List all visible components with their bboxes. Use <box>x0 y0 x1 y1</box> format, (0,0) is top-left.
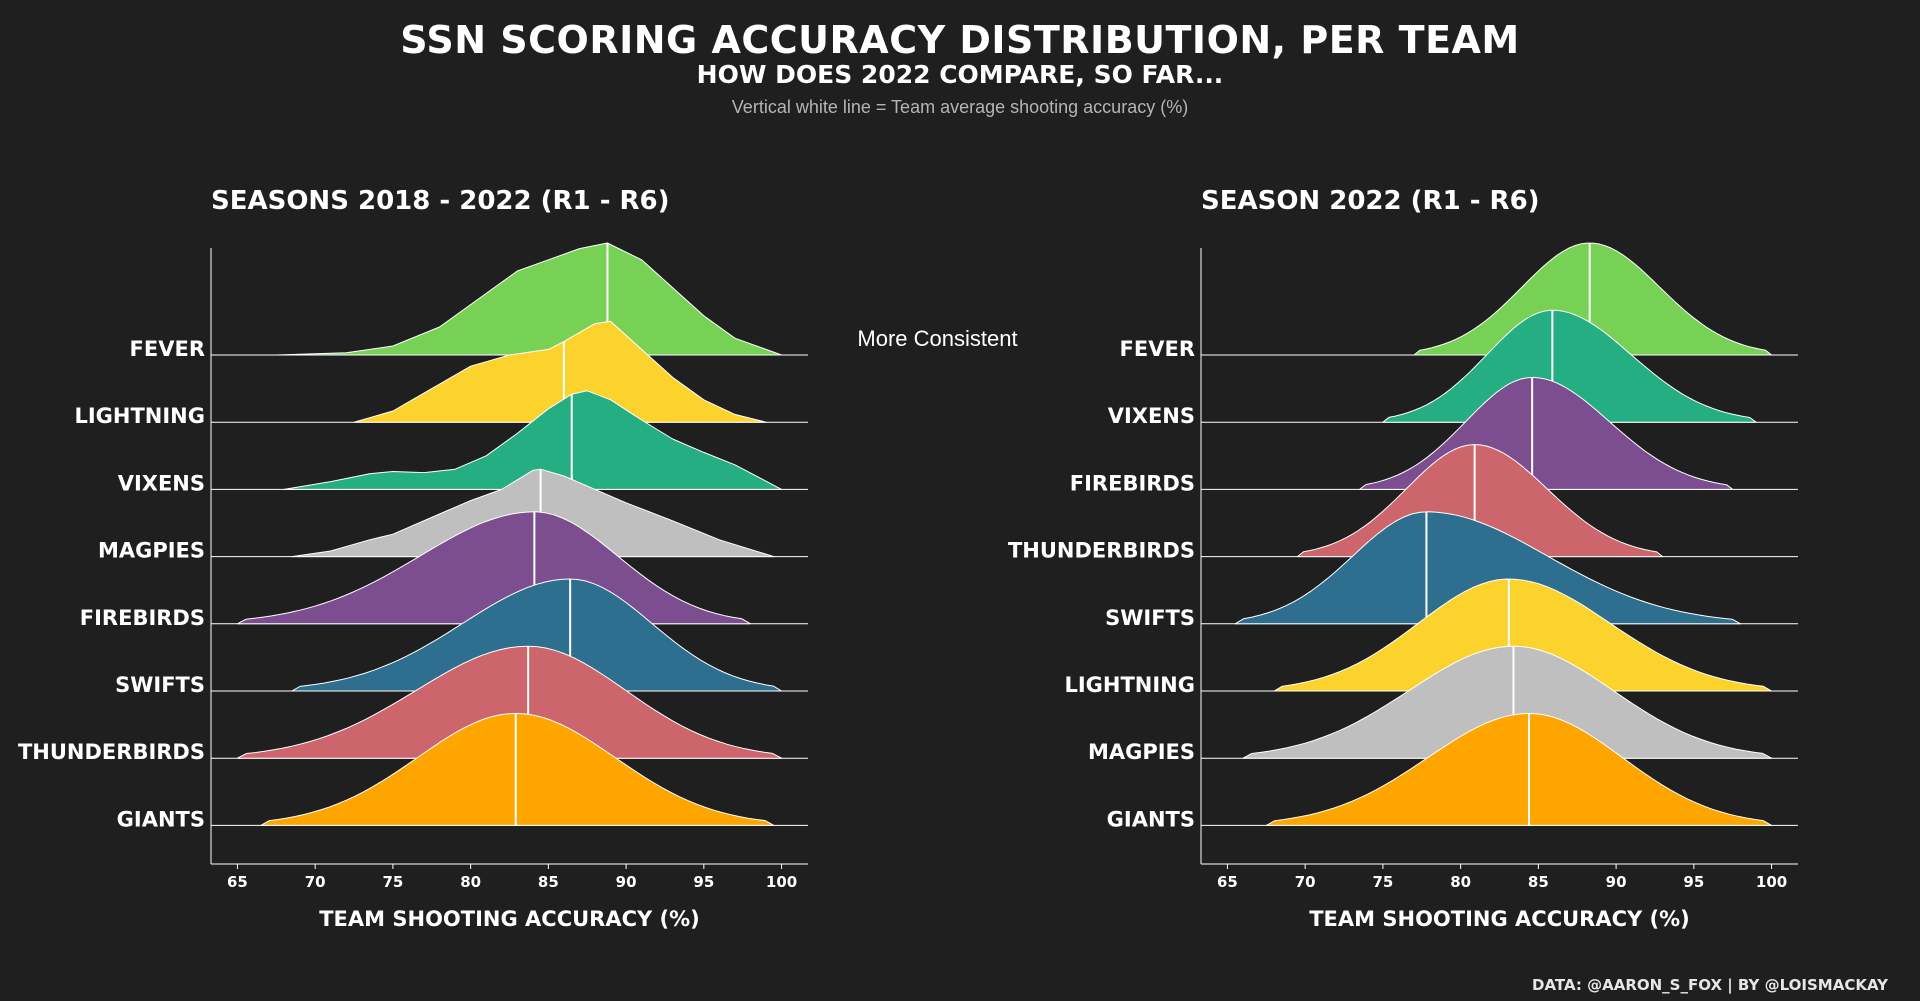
density-area <box>1234 511 1741 625</box>
x-tick-label: 80 <box>460 873 481 891</box>
density-area <box>1265 712 1773 826</box>
x-tick-label: 95 <box>1683 873 1704 891</box>
chart-title: SSN SCORING ACCURACY DISTRIBUTION, PER T… <box>400 18 1520 62</box>
x-tick-label: 85 <box>1528 873 1549 891</box>
density-area <box>291 578 783 692</box>
team-label: LIGHTNING <box>1064 673 1195 697</box>
consistency-annotation: More Consistent <box>857 326 1018 351</box>
ridge-giants: GIANTS <box>117 712 808 831</box>
team-label: FEVER <box>1120 337 1195 361</box>
x-tick-label: 75 <box>1372 873 1393 891</box>
right-panel-title: SEASON 2022 (R1 - R6) <box>1201 186 1540 216</box>
team-label: MAGPIES <box>1088 740 1195 764</box>
team-label: SWIFTS <box>1105 606 1195 630</box>
ridge-fever: FEVER <box>130 242 808 361</box>
density-area <box>1382 309 1757 423</box>
ridge-swifts: SWIFTS <box>1105 511 1798 630</box>
team-label: FIREBIRDS <box>1070 471 1195 495</box>
x-tick-label: 90 <box>1606 873 1627 891</box>
team-label: THUNDERBIRDS <box>1008 539 1195 563</box>
chart-caption: Vertical white line = Team average shoot… <box>731 97 1189 117</box>
ridge-giants: GIANTS <box>1107 712 1798 831</box>
team-label: FEVER <box>130 337 205 361</box>
x-tick-label: 80 <box>1450 873 1471 891</box>
left-ridgeline-chart: 65 70 75 80 85 90 95 100 TEAM SHOOTING ACCURACY … <box>18 242 808 931</box>
team-label: VIXENS <box>118 471 205 495</box>
density-area <box>236 511 751 625</box>
x-axis-title: TEAM SHOOTING ACCURACY (%) <box>1309 907 1690 931</box>
ridge-lightning: LIGHTNING <box>74 320 808 428</box>
team-label: MAGPIES <box>98 539 205 563</box>
density-area <box>283 390 783 490</box>
x-tick-label: 90 <box>616 873 637 891</box>
ridge-thunderbirds: THUNDERBIRDS <box>18 645 808 764</box>
x-tick-label: 70 <box>1295 873 1316 891</box>
team-label: THUNDERBIRDS <box>18 740 205 764</box>
data-credit: DATA: @AARON_S_FOX | BY @LOISMACKAY <box>1532 976 1888 994</box>
x-tick-label: 100 <box>1756 873 1787 891</box>
x-tick-label: 95 <box>693 873 714 891</box>
ridge-vixens: VIXENS <box>1108 309 1798 428</box>
team-label: GIANTS <box>117 807 205 831</box>
ridge-vixens: VIXENS <box>118 390 808 495</box>
team-label: LIGHTNING <box>74 404 205 428</box>
density-area <box>353 320 767 423</box>
ridge-lightning: LIGHTNING <box>1064 578 1798 697</box>
ridge-firebirds: FIREBIRDS <box>80 511 808 630</box>
team-label: SWIFTS <box>115 673 205 697</box>
x-tick-label: 85 <box>538 873 559 891</box>
team-label: GIANTS <box>1107 807 1195 831</box>
ridge-fever: FEVER <box>1120 242 1798 361</box>
density-area <box>260 712 775 826</box>
ridge-swifts: SWIFTS <box>115 578 808 697</box>
chart-subtitle: HOW DOES 2022 COMPARE, SO FAR... <box>696 60 1224 89</box>
x-tick-label: 65 <box>227 873 248 891</box>
x-tick-label: 75 <box>382 873 403 891</box>
x-tick-label: 70 <box>305 873 326 891</box>
ridge-magpies: MAGPIES <box>1088 645 1798 764</box>
x-axis-title: TEAM SHOOTING ACCURACY (%) <box>319 907 700 931</box>
team-label: FIREBIRDS <box>80 606 205 630</box>
x-tick-label: 65 <box>1217 873 1238 891</box>
density-area <box>236 645 783 759</box>
left-panel-title: SEASONS 2018 - 2022 (R1 - R6) <box>211 186 670 216</box>
density-area <box>1242 645 1773 759</box>
density-area <box>1273 578 1773 692</box>
density-area <box>275 242 783 356</box>
right-ridgeline-chart: 65 70 75 80 85 90 95 100 TEAM SHOOTING ACCURACY … <box>1008 242 1798 931</box>
team-label: VIXENS <box>1108 404 1195 428</box>
density-area <box>1413 242 1773 356</box>
x-tick-label: 100 <box>766 873 797 891</box>
